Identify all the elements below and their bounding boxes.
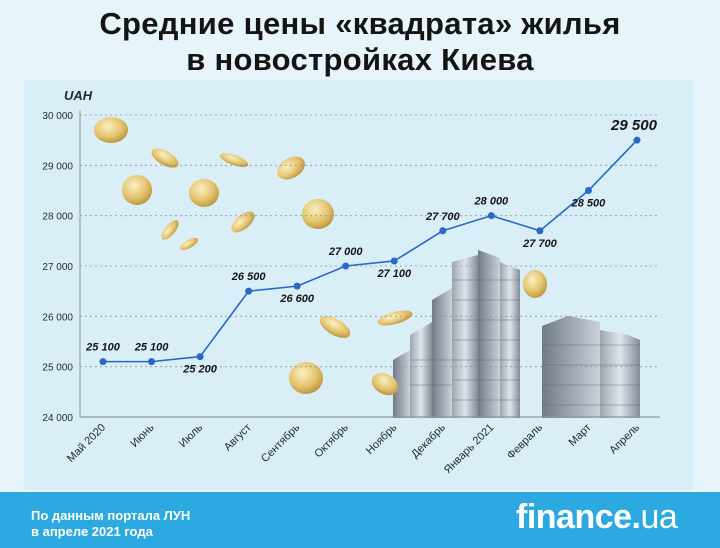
y-tick-label: 29 000 [42, 161, 73, 172]
x-tick-label: Март [566, 422, 593, 449]
x-tick-label: Ноябрь [364, 421, 400, 457]
data-label: 29 500 [610, 117, 658, 134]
source-note: По данным портала ЛУН в апреле 2021 года [31, 508, 190, 540]
y-axis-unit-label: UAH [64, 88, 93, 103]
data-point [487, 212, 495, 220]
data-label: 25 200 [182, 364, 218, 376]
data-point [439, 227, 447, 235]
data-label: 26 500 [231, 271, 267, 283]
data-labels: 25 100 25 100 25 200 26 500 26 600 27 000 27 1… [85, 117, 657, 375]
y-tick-label: 30 000 [42, 111, 73, 122]
data-point [584, 187, 592, 194]
data-point [536, 227, 544, 235]
data-point [196, 353, 204, 361]
logo-dot: . [631, 498, 641, 536]
data-label: 27 700 [425, 211, 461, 223]
data-point [148, 358, 156, 366]
price-series [99, 136, 641, 366]
data-label: 28 000 [474, 196, 510, 208]
data-point [342, 262, 350, 270]
x-tick-label: Февраль [505, 421, 545, 461]
x-tick-label: Июнь [128, 421, 156, 449]
data-point [293, 282, 301, 290]
x-axis-ticks: Май 2020 Июнь Июль Август Сентябрь Октябрь Ноя… [65, 421, 642, 476]
data-label: 27 100 [376, 268, 412, 280]
logo-main: finance [516, 498, 632, 536]
footer-bar [0, 492, 720, 548]
logo-tld: ua [640, 498, 678, 536]
y-tick-label: 27 000 [42, 262, 73, 273]
y-tick-label: 26 000 [42, 312, 73, 323]
title-line-2: в новостройках Киева [186, 42, 534, 77]
y-tick-label: 24 000 [42, 413, 73, 424]
y-axis-ticks: 24 000 25 000 26 000 27 000 28 000 29 000 30 0… [42, 111, 73, 424]
x-tick-label: Август [222, 422, 254, 454]
x-tick-label: Июль [177, 421, 206, 450]
data-point [390, 257, 398, 265]
data-label: 27 000 [328, 246, 364, 258]
chart-panel [24, 80, 694, 490]
data-label: 25 100 [134, 342, 170, 354]
series-line [103, 139, 638, 363]
x-tick-label: Октябрь [312, 421, 351, 460]
data-label: 25 100 [85, 342, 121, 354]
x-tick-label: Декабрь [409, 421, 448, 460]
x-tick-label: Апрель [607, 421, 642, 456]
source-line-1: По данным портала ЛУН [31, 508, 191, 523]
y-tick-label: 28 000 [42, 212, 73, 223]
data-point [245, 287, 253, 295]
x-tick-label: Сентябрь [259, 421, 303, 465]
y-tick-label: 25 000 [42, 363, 73, 374]
data-point [633, 136, 641, 144]
coins-illustration [94, 117, 547, 396]
buildings-illustration [393, 250, 640, 418]
grid-lines [79, 110, 660, 418]
x-tick-label: Май 2020 [65, 422, 108, 465]
finance-ua-logo: finance.ua [516, 498, 678, 537]
data-label: 26 600 [279, 293, 315, 305]
title-line-1: Средние цены «квадрата» жилья [99, 6, 621, 41]
source-line-2: в апреле 2021 года [31, 524, 153, 539]
x-tick-label: Январь 2021 [442, 422, 497, 477]
data-point [99, 358, 107, 366]
data-label: 27 700 [522, 238, 558, 250]
chart-title: Средние цены «квадрата» жилья в новостро… [0, 6, 720, 78]
data-label: 28 500 [571, 198, 607, 210]
